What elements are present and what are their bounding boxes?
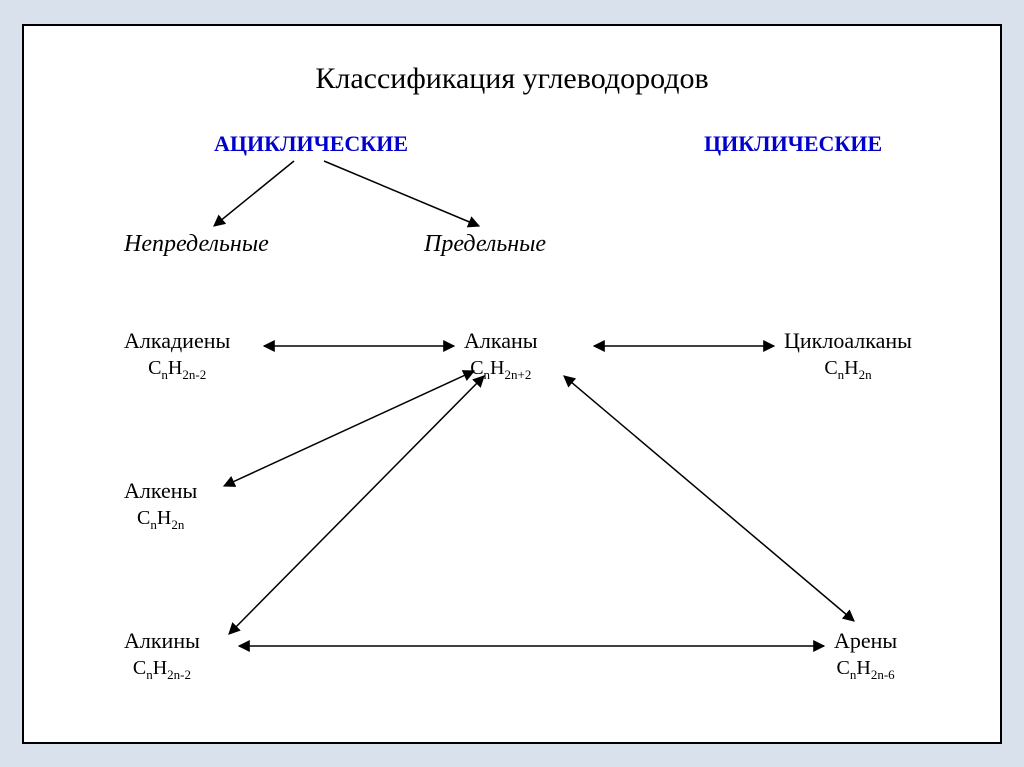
node-alkynes: Алкины CnH2n-2 bbox=[124, 626, 200, 684]
edge-arrow bbox=[214, 161, 294, 226]
node-formula: CnH2n-6 bbox=[834, 655, 897, 684]
node-formula: CnH2n bbox=[124, 505, 197, 534]
node-label: Алкадиены bbox=[124, 326, 230, 356]
node-alkanes: Алканы CnH2n+2 bbox=[464, 326, 538, 384]
node-label: Алкены bbox=[124, 476, 197, 506]
node-alkenes: Алкены CnH2n bbox=[124, 476, 197, 534]
edge-arrow bbox=[564, 376, 854, 621]
diagram-title: Классификация углеводородов bbox=[24, 62, 1000, 96]
node-label: Алкины bbox=[124, 626, 200, 656]
node-label: Циклоалканы bbox=[784, 326, 912, 356]
edge-arrow bbox=[324, 161, 479, 226]
diagram-frame: Классификация углеводородов АЦИКЛИЧЕСКИЕ… bbox=[22, 24, 1002, 744]
node-alkadienes: Алкадиены CnH2n-2 bbox=[124, 326, 230, 384]
edge-arrow bbox=[224, 371, 474, 486]
edge-arrow bbox=[229, 376, 484, 634]
node-arenes: Арены CnH2n-6 bbox=[834, 626, 897, 684]
node-formula: CnH2n-2 bbox=[124, 655, 200, 684]
category-acyclic: АЦИКЛИЧЕСКИЕ bbox=[214, 131, 408, 157]
category-cyclic: ЦИКЛИЧЕСКИЕ bbox=[704, 131, 882, 157]
node-formula: CnH2n+2 bbox=[464, 355, 538, 384]
node-formula: CnH2n bbox=[784, 355, 912, 384]
node-label: Арены bbox=[834, 626, 897, 656]
subcategory-unsaturated: Непредельные bbox=[124, 231, 269, 258]
node-cycloalkanes: Циклоалканы CnH2n bbox=[784, 326, 912, 384]
node-formula: CnH2n-2 bbox=[124, 355, 230, 384]
subcategory-saturated: Предельные bbox=[424, 231, 546, 258]
node-label: Алканы bbox=[464, 326, 538, 356]
